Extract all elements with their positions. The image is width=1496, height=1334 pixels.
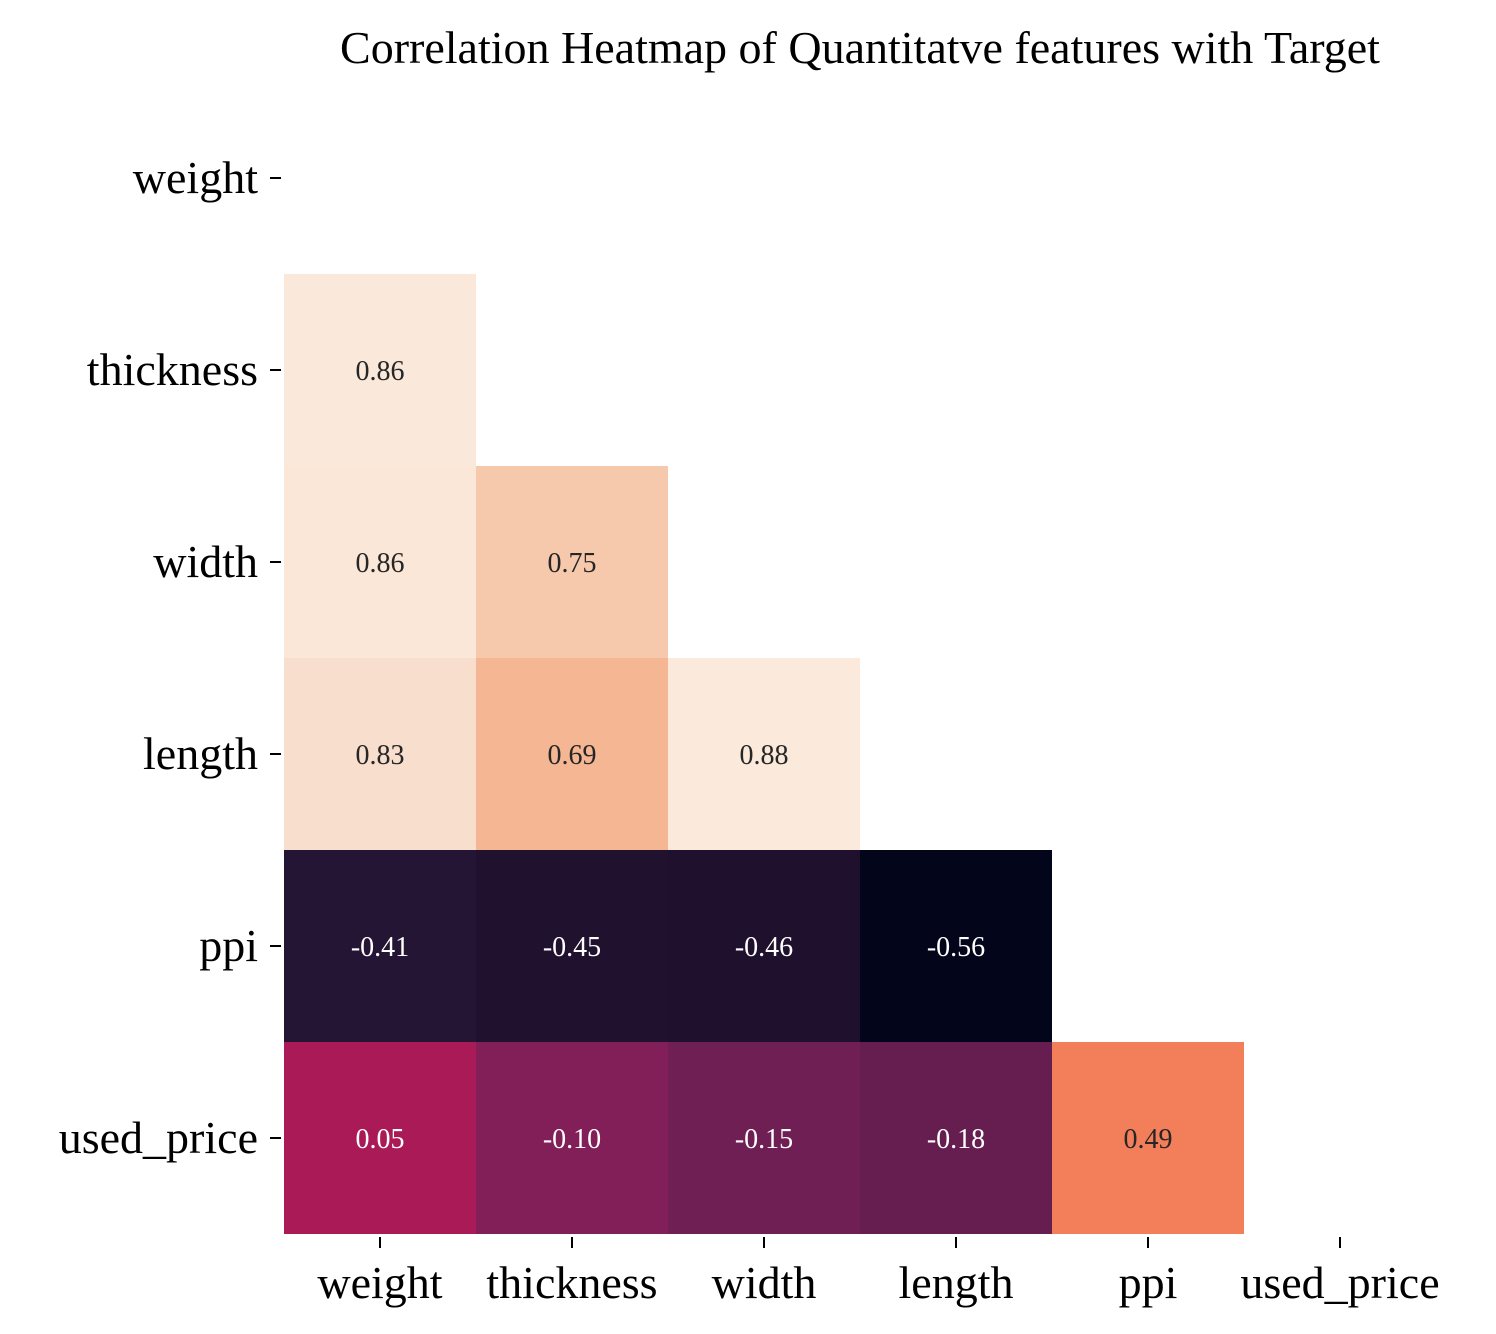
heatmap-cell-used_price-ppi: [1052, 1042, 1244, 1234]
heatmap-cell-used_price-weight: [284, 1042, 476, 1234]
cell-value-label: -0.41: [351, 932, 409, 963]
x-tick-label-length: length: [899, 1257, 1014, 1308]
cell-value-label: 0.05: [356, 1124, 405, 1155]
cell-value-label: -0.18: [927, 1124, 985, 1155]
x-tick-label-thickness: thickness: [486, 1257, 657, 1308]
cell-value-label: -0.46: [735, 932, 793, 963]
cell-value-label: 0.88: [740, 740, 789, 771]
cell-value-label: 0.86: [356, 356, 405, 387]
cell-value-label: 0.69: [548, 740, 597, 771]
x-tick-label-ppi: ppi: [1119, 1257, 1178, 1308]
cell-value-label: 0.86: [356, 548, 405, 579]
cell-value-label: -0.10: [543, 1124, 601, 1155]
cell-value-label: 0.83: [356, 740, 405, 771]
y-tick-label-width: width: [153, 536, 258, 587]
heatmap-cell-used_price-width: [668, 1042, 860, 1234]
x-axis: weight thickness width length ppi used_price: [317, 1237, 1440, 1308]
cell-value-label: -0.15: [735, 1124, 793, 1155]
heatmap-cell-length-weight: [284, 658, 476, 850]
cell-value-label: 0.49: [1124, 1124, 1173, 1155]
y-tick-label-used_price: used_price: [59, 1112, 258, 1163]
y-axis: weight thickness width length ppi used_price: [59, 152, 281, 1163]
heatmap-cells: 0.86 0.86 0.75 0.83 0.69 0.88 -0.41 -0.45 -0.46 -…: [284, 274, 1244, 1234]
cell-value-label: -0.45: [543, 932, 601, 963]
y-tick-label-weight: weight: [133, 152, 258, 203]
heatmap-cell-used_price-thickness: [476, 1042, 668, 1234]
x-tick-label-width: width: [712, 1257, 817, 1308]
y-tick-label-ppi: ppi: [199, 920, 258, 971]
heatmap-cell-width-weight: [284, 466, 476, 658]
heatmap-cell-length-width: [668, 658, 860, 850]
y-tick-label-thickness: thickness: [87, 344, 258, 395]
heatmap-cell-ppi-length: [860, 850, 1052, 1042]
cell-value-label: -0.56: [927, 932, 985, 963]
heatmap-cell-ppi-weight: [284, 850, 476, 1042]
heatmap-cell-used_price-length: [860, 1042, 1052, 1234]
chart-title: Correlation Heatmap of Quantitatve featu…: [340, 22, 1380, 73]
y-tick-label-length: length: [143, 728, 258, 779]
x-tick-label-used_price: used_price: [1240, 1257, 1439, 1308]
heatmap-cell-thickness-weight: [284, 274, 476, 466]
heatmap-cell-ppi-width: [668, 850, 860, 1042]
heatmap-cell-width-thickness: [476, 466, 668, 658]
cell-value-label: 0.75: [548, 548, 597, 579]
x-tick-label-weight: weight: [317, 1257, 442, 1308]
heatmap-cell-ppi-thickness: [476, 850, 668, 1042]
heatmap-cell-length-thickness: [476, 658, 668, 850]
